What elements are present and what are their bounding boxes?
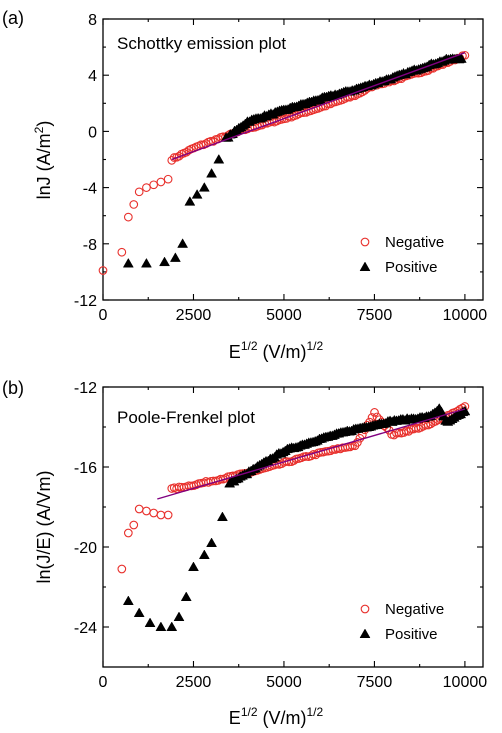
data-point [149, 180, 159, 190]
y-tick-label: -24 [74, 620, 97, 637]
data-point [156, 510, 166, 520]
x-tick-label: 5000 [266, 307, 302, 324]
x-axis-label-b: E1/2 (V/m)1/2 [229, 705, 324, 728]
data-point [123, 528, 133, 538]
data-point [198, 182, 210, 192]
x-tick-label: 10000 [443, 307, 488, 324]
legend-marker-negative [360, 604, 370, 614]
y-tick-label: 0 [88, 124, 97, 141]
x-tick-label: 2500 [176, 307, 212, 324]
data-point [163, 174, 173, 184]
legend-label-positive: Positive [385, 626, 438, 643]
data-point [142, 183, 151, 192]
data-point [129, 200, 139, 209]
data-point [156, 177, 166, 187]
y-tick-label: -12 [74, 293, 97, 310]
plot-area-a: 0 2500 5000 7500 10000 -12 -8 -4 0 4 8 Negative Posi… [74, 12, 487, 324]
data-point [142, 506, 151, 516]
data-point [370, 408, 379, 417]
x-axis-label-a: E1/2 (V/m)1/2 [229, 339, 324, 362]
panel-label-a: (a) [2, 8, 24, 28]
data-point [149, 508, 159, 518]
data-point [321, 101, 331, 111]
data-point [129, 520, 139, 530]
y-axis-label-b: ln(J/E) (A/Vm) [34, 470, 54, 583]
data-point [213, 153, 225, 164]
y-axis-label-a: lnJ (A/m2) [32, 121, 54, 200]
data-point [174, 151, 184, 161]
plot-frame [102, 18, 484, 301]
data-point [167, 155, 177, 165]
data-point [191, 189, 203, 199]
data-point [98, 266, 108, 275]
panel-a: (a) Schottky emission plot 0 2500 5000 7500… [2, 8, 487, 362]
legend-label-negative: Negative [385, 234, 444, 251]
x-tick-label: 5000 [266, 674, 302, 691]
data-point [117, 564, 127, 574]
data-point [177, 238, 189, 248]
legend-marker-positive [359, 261, 371, 271]
data-point [140, 257, 152, 268]
plot-frame [102, 386, 484, 668]
panel-b: (b) Poole-Frenkel plot 0 2500 5000 7500 1000… [2, 378, 487, 728]
data-point [455, 53, 467, 63]
data-point [404, 426, 414, 436]
legend-label-positive: Positive [385, 259, 438, 276]
y-tick-label: -16 [74, 460, 97, 477]
data-point [133, 607, 145, 617]
data-point [198, 549, 210, 559]
y-tick-label: 4 [88, 68, 97, 85]
data-point [353, 438, 362, 447]
data-point [123, 212, 133, 222]
data-point [180, 591, 192, 601]
data-point [206, 537, 218, 547]
data-point [144, 617, 156, 627]
y-tick-label: -12 [74, 380, 97, 397]
fit-line [171, 52, 466, 161]
data-point [208, 137, 218, 146]
legend: Negative Positive [359, 601, 444, 643]
x-tick-label: 0 [99, 674, 108, 691]
data-point [166, 621, 178, 631]
data-point [173, 611, 185, 621]
data-point [163, 510, 173, 520]
x-tick-label: 2500 [176, 674, 212, 691]
data-point [216, 511, 228, 521]
legend-label-negative: Negative [385, 601, 444, 618]
data-point [155, 621, 167, 631]
data-point [459, 405, 471, 416]
data-point [117, 247, 127, 257]
chart-title-a: Schottky emission plot [117, 34, 286, 53]
legend: Negative Positive [359, 234, 444, 276]
data-point [134, 504, 144, 514]
data-point [159, 256, 170, 267]
y-tick-label: -4 [83, 181, 97, 198]
plot-area-b: 0 2500 5000 7500 10000 -24 -20 -16 -12 Negative Po… [74, 380, 487, 691]
data-point [399, 428, 409, 437]
x-tick-label: 7500 [357, 674, 393, 691]
data-point [122, 595, 134, 605]
x-tick-label: 0 [99, 307, 108, 324]
series-negative [117, 402, 470, 574]
data-point [184, 196, 196, 206]
legend-marker-positive [359, 628, 371, 638]
data-point [169, 252, 181, 262]
y-tick-label: -8 [83, 237, 97, 254]
fit-line [157, 408, 466, 500]
data-point [306, 451, 316, 461]
series-positive [122, 403, 471, 631]
data-point [134, 187, 144, 197]
y-tick-label: 8 [88, 12, 97, 29]
data-point [311, 450, 321, 460]
y-tick-label: -20 [74, 540, 97, 557]
data-point [206, 168, 218, 178]
x-tick-label: 7500 [357, 307, 393, 324]
legend-marker-negative [360, 237, 370, 247]
chart-title-b: Poole-Frenkel plot [117, 408, 255, 427]
data-point [122, 257, 134, 268]
data-point [188, 561, 199, 571]
x-tick-label: 10000 [443, 674, 488, 691]
panel-label-b: (b) [2, 378, 24, 398]
